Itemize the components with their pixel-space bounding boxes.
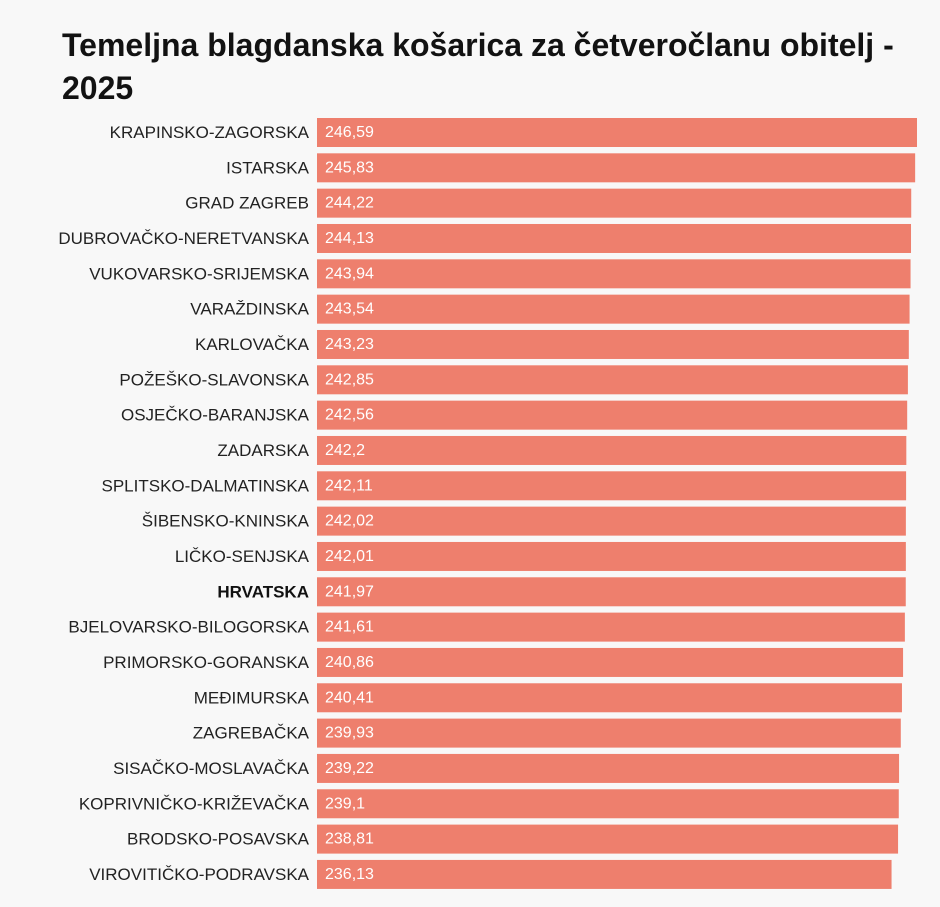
value-label: 239,93: [325, 725, 374, 742]
value-label: 241,61: [325, 619, 374, 636]
category-label: KRAPINSKO-ZAGORSKA: [110, 123, 310, 142]
bar: [317, 223, 912, 253]
category-label: GRAD ZAGREB: [185, 194, 309, 213]
bar: [317, 859, 892, 889]
bar-row: OSJEČKO-BARANJSKA 242,56: [121, 400, 908, 430]
bar-row: SISAČKO-MOSLAVAČKA 239,22: [113, 753, 900, 783]
bar: [317, 329, 909, 359]
category-label: LIČKO-SENJSKA: [175, 547, 310, 566]
bar-row: BRODSKO-POSAVSKA 238,81: [127, 824, 899, 854]
category-label: BJELOVARSKO-BILOGORSKA: [68, 618, 309, 637]
value-label: 244,13: [325, 230, 374, 247]
category-label: ZAGREBAČKA: [193, 724, 310, 743]
value-label: 239,1: [325, 795, 365, 812]
bar: [317, 718, 901, 748]
bar: [317, 259, 911, 289]
category-label: SISAČKO-MOSLAVAČKA: [113, 759, 310, 778]
value-label: 242,01: [325, 548, 374, 565]
value-label: 236,13: [325, 866, 374, 883]
bar: [317, 400, 908, 430]
bar: [317, 824, 899, 854]
category-label: PRIMORSKO-GORANSKA: [103, 653, 310, 672]
category-label: VUKOVARSKO-SRIJEMSKA: [89, 264, 309, 283]
bar: [317, 647, 904, 677]
bar: [317, 294, 910, 324]
value-label: 243,54: [325, 301, 374, 318]
value-label: 242,2: [325, 442, 365, 459]
value-label: 244,22: [325, 195, 374, 212]
bar-row: KARLOVAČKA 243,23: [195, 329, 909, 359]
bar-row: PRIMORSKO-GORANSKA 240,86: [103, 647, 904, 677]
bar-row: VUKOVARSKO-SRIJEMSKA 243,94: [89, 259, 911, 289]
value-label: 241,97: [325, 583, 374, 600]
value-label: 243,23: [325, 336, 374, 353]
chart-title: Temeljna blagdanska košarica za četveroč…: [62, 27, 894, 106]
category-label: ZADARSKA: [217, 441, 309, 460]
bar-row: HRVATSKA 241,97: [217, 577, 906, 607]
bar: [317, 188, 912, 218]
bar: [317, 118, 917, 147]
value-label: 245,83: [325, 159, 374, 176]
bar-row: ZAGREBAČKA 239,93: [193, 718, 901, 748]
category-label: BRODSKO-POSAVSKA: [127, 830, 310, 849]
value-label: 239,22: [325, 760, 374, 777]
value-label: 242,56: [325, 407, 374, 424]
bar: [317, 365, 908, 395]
value-label: 242,02: [325, 513, 374, 530]
bar: [317, 577, 906, 607]
bar-row: ZADARSKA 242,2: [217, 435, 907, 465]
bar: [317, 506, 906, 536]
bar: [317, 435, 907, 465]
category-label: ISTARSKA: [226, 158, 309, 177]
bar: [317, 153, 916, 183]
bar-row: BJELOVARSKO-BILOGORSKA 241,61: [68, 612, 905, 642]
value-label: 242,11: [325, 477, 373, 494]
bar: [317, 471, 907, 501]
category-label: HRVATSKA: [217, 582, 309, 601]
bar-row: VIROVITIČKO-PODRAVSKA 236,13: [89, 859, 892, 889]
category-label: ŠIBENSKO-KNINSKA: [142, 512, 310, 531]
category-label: KOPRIVNIČKO-KRIŽEVAČKA: [79, 794, 310, 813]
category-label: KARLOVAČKA: [195, 335, 310, 354]
bar-row: MEĐIMURSKA 240,41: [194, 683, 902, 713]
value-label: 238,81: [325, 831, 374, 848]
bar-row: VARAŽDINSKA 243,54: [190, 294, 910, 324]
bar-row: GRAD ZAGREB 244,22: [185, 188, 912, 218]
bar-row: KOPRIVNIČKO-KRIŽEVAČKA 239,1: [79, 789, 899, 819]
bar: [317, 683, 902, 713]
bar: [317, 753, 900, 783]
value-label: 242,85: [325, 371, 374, 388]
category-label: VARAŽDINSKA: [190, 300, 309, 319]
bar-row: DUBROVAČKO-NERETVANSKA 244,13: [58, 223, 912, 253]
category-label: POŽEŠKO-SLAVONSKA: [119, 370, 309, 389]
bar: [317, 541, 906, 571]
category-label: SPLITSKO-DALMATINSKA: [101, 476, 309, 495]
category-label: DUBROVAČKO-NERETVANSKA: [58, 229, 309, 248]
bar: [317, 789, 899, 819]
category-label: VIROVITIČKO-PODRAVSKA: [89, 865, 309, 884]
value-label: 240,41: [325, 689, 374, 706]
value-label: 243,94: [325, 265, 374, 282]
value-label: 246,59: [325, 124, 374, 141]
bar: [317, 612, 905, 642]
category-label: MEĐIMURSKA: [194, 688, 310, 707]
bar-row: SPLITSKO-DALMATINSKA 242,11: [101, 471, 907, 501]
bar-row: ŠIBENSKO-KNINSKA 242,02: [142, 506, 906, 536]
bar-row: POŽEŠKO-SLAVONSKA 242,85: [119, 365, 908, 395]
category-label: OSJEČKO-BARANJSKA: [121, 406, 310, 425]
bar-row: LIČKO-SENJSKA 242,01: [175, 541, 906, 571]
value-label: 240,86: [325, 654, 374, 671]
bar-row: KRAPINSKO-ZAGORSKA 246,59: [110, 118, 917, 147]
bar-row: ISTARSKA 245,83: [226, 153, 916, 183]
